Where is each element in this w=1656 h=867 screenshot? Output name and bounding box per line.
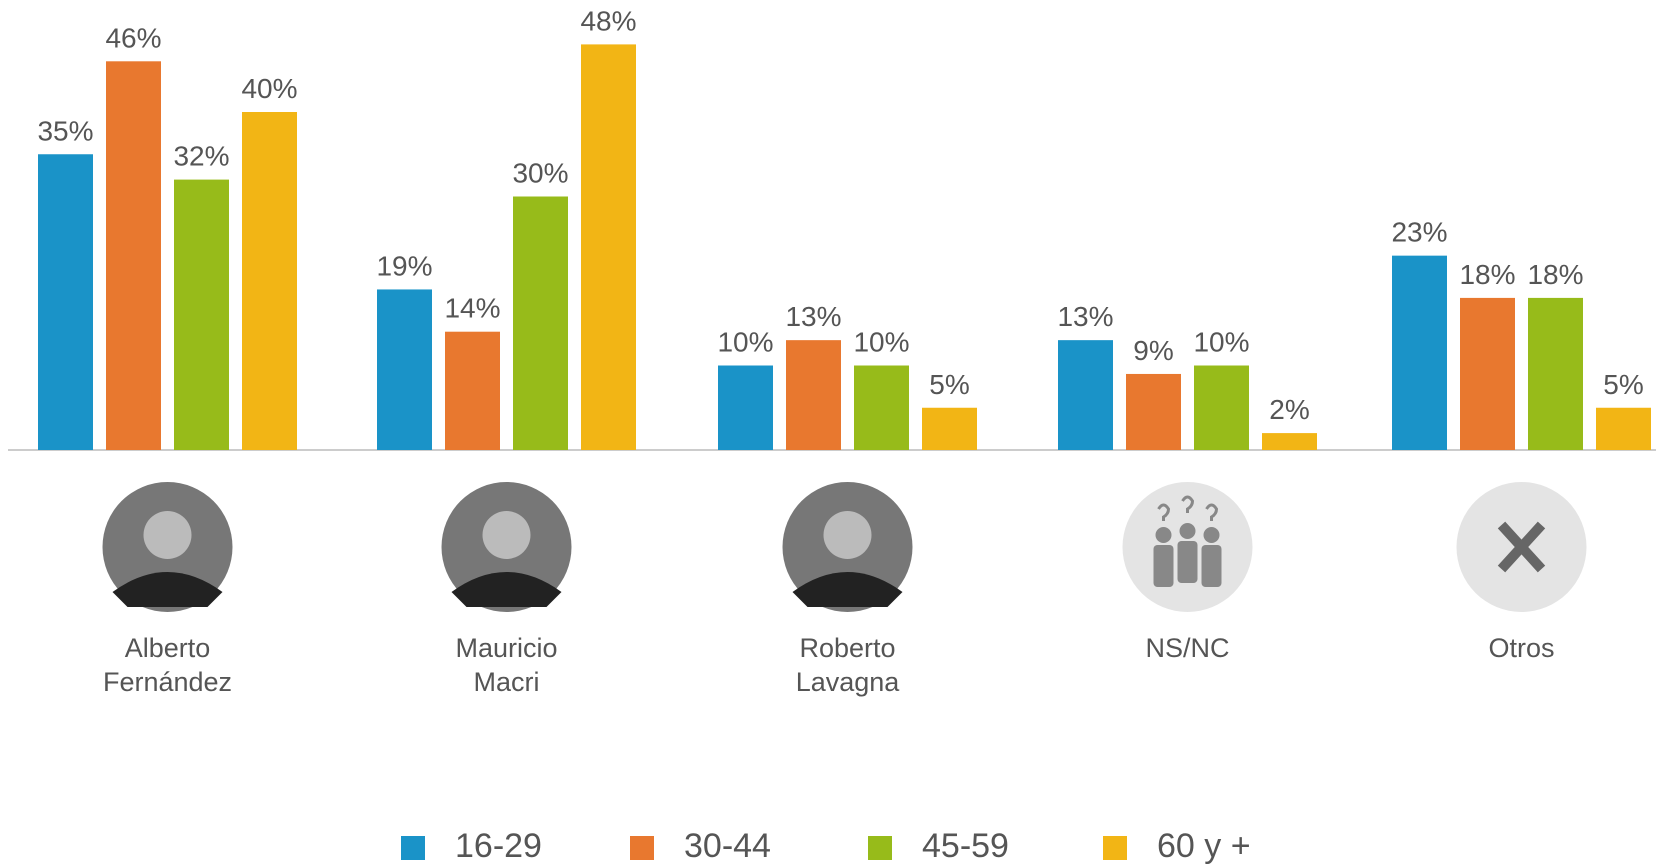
value-label: 13% bbox=[1057, 301, 1113, 332]
bar bbox=[1194, 366, 1249, 451]
legend-swatch bbox=[630, 836, 654, 860]
value-label: 32% bbox=[173, 141, 229, 172]
legend-label: 45-59 bbox=[922, 827, 1009, 865]
value-label: 2% bbox=[1269, 394, 1309, 425]
value-label: 48% bbox=[580, 5, 636, 36]
person-head bbox=[1156, 527, 1172, 543]
value-label: 5% bbox=[1603, 369, 1643, 400]
value-label: 46% bbox=[105, 22, 161, 53]
person-head bbox=[1180, 523, 1196, 539]
bar bbox=[1392, 256, 1447, 450]
value-label: 10% bbox=[853, 327, 909, 358]
chart-svg: 35% 46% 32% 40% 19% 14% 30% 48% 10% 13% 10% 5% 13% 9%… bbox=[0, 0, 1656, 867]
bar bbox=[445, 332, 500, 450]
face bbox=[144, 511, 192, 559]
chart: 35% 46% 32% 40% 19% 14% 30% 48% 10% 13% 10% 5% 13% 9%… bbox=[0, 0, 1656, 867]
value-label: 30% bbox=[512, 158, 568, 189]
value-label: 18% bbox=[1527, 259, 1583, 290]
legend-label: 16-29 bbox=[455, 827, 542, 865]
bar bbox=[38, 154, 93, 450]
bar bbox=[242, 112, 297, 450]
bar bbox=[922, 408, 977, 450]
value-label: 13% bbox=[785, 301, 841, 332]
category-label: Roberto Lavagna bbox=[773, 631, 923, 699]
bar bbox=[1262, 433, 1317, 450]
person-body bbox=[1154, 545, 1174, 587]
bar bbox=[174, 180, 229, 450]
bar bbox=[1058, 340, 1113, 450]
bar bbox=[718, 366, 773, 451]
person-body bbox=[1202, 545, 1222, 587]
bar bbox=[1596, 408, 1651, 450]
legend-label: 60 y + bbox=[1157, 827, 1251, 865]
value-label: 14% bbox=[444, 293, 500, 324]
person-head bbox=[1204, 527, 1220, 543]
legend-label: 30-44 bbox=[684, 827, 771, 865]
bar bbox=[581, 44, 636, 450]
legend-swatch bbox=[1103, 836, 1127, 860]
value-label: 23% bbox=[1391, 217, 1447, 248]
bar bbox=[377, 289, 432, 450]
bar bbox=[1460, 298, 1515, 450]
bar bbox=[854, 366, 909, 451]
value-label: 10% bbox=[1193, 327, 1249, 358]
value-label: 10% bbox=[717, 327, 773, 358]
category-label: Mauricio Macri bbox=[432, 631, 582, 699]
legend-swatch bbox=[868, 836, 892, 860]
legend-swatch bbox=[401, 836, 425, 860]
value-label: 40% bbox=[241, 73, 297, 104]
value-label: 35% bbox=[37, 115, 93, 146]
bar bbox=[1126, 374, 1181, 450]
bar bbox=[786, 340, 841, 450]
value-label: 19% bbox=[376, 250, 432, 281]
category-label: NS/NC bbox=[1113, 631, 1263, 665]
value-label: 18% bbox=[1459, 259, 1515, 290]
value-label: 9% bbox=[1133, 335, 1173, 366]
face bbox=[483, 511, 531, 559]
category-label: Otros bbox=[1447, 631, 1597, 665]
bar bbox=[1528, 298, 1583, 450]
bar bbox=[106, 61, 161, 450]
category-label: Alberto Fernández bbox=[93, 631, 243, 699]
bar bbox=[513, 197, 568, 451]
value-label: 5% bbox=[929, 369, 969, 400]
face bbox=[824, 511, 872, 559]
person-body bbox=[1178, 541, 1198, 583]
